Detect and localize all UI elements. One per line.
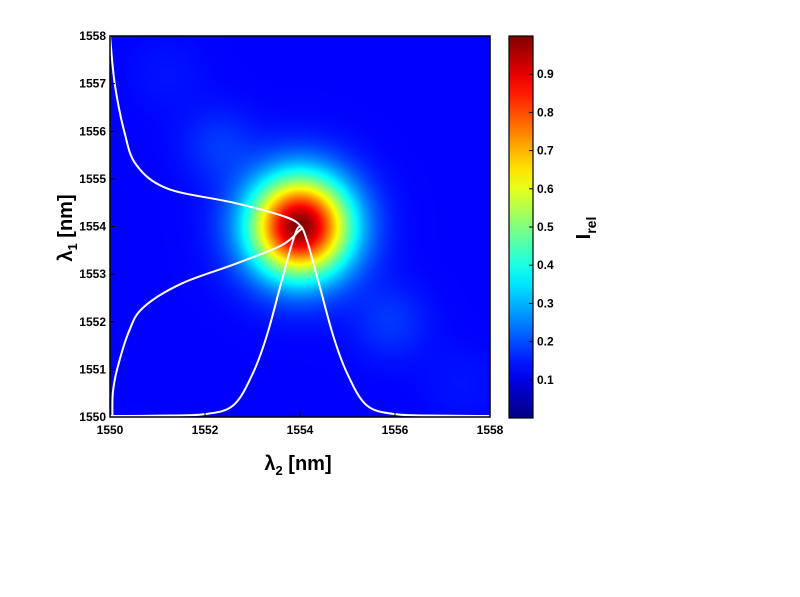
x-tick-label: 1552 <box>192 423 219 437</box>
colorbar-tick-label: 0.3 <box>537 296 554 310</box>
y-tick-label: 1551 <box>79 362 106 376</box>
y-tick-label: 1557 <box>79 77 106 91</box>
colorbar-ticks: 0.1 0.2 0.3 0.4 0.5 0.6 0.7 0.8 0.9 <box>529 67 554 387</box>
x-tick-label: 1558 <box>477 423 504 437</box>
colorbar-tick-label: 0.9 <box>537 67 554 81</box>
heatmap-plot-area: 1550 1552 1554 1556 1558 1550155115521553155… <box>79 29 503 437</box>
marginal-spectra <box>110 36 490 417</box>
x-axis-label: λ2 [nm] <box>264 453 331 478</box>
colorbar-tick-label: 0.8 <box>537 105 554 119</box>
y-tick-label: 1552 <box>79 315 106 329</box>
x-tick-label: 1556 <box>382 423 409 437</box>
y-tick-label: 1555 <box>79 172 106 186</box>
colorbar-tick-label: 0.1 <box>537 373 554 387</box>
y-tick-label: 1554 <box>79 220 106 234</box>
colorbar: 0.1 0.2 0.3 0.4 0.5 0.6 0.7 0.8 0.9 Irel <box>508 35 599 419</box>
y-tick-label: 1553 <box>79 267 106 281</box>
x-axis-ticks: 1550 1552 1554 1556 1558 <box>97 412 504 437</box>
y-tick-label: 1558 <box>79 29 106 43</box>
colorbar-tick-label: 0.6 <box>537 182 554 196</box>
y-tick-label: 1550 <box>79 410 106 424</box>
colorbar-label: Irel <box>573 217 599 240</box>
y-axis-label: λ1 [nm] <box>55 194 80 261</box>
x-tick-label: 1550 <box>97 423 124 437</box>
y-tick-label: 1556 <box>79 124 106 138</box>
colorbar-tick-label: 0.2 <box>537 335 554 349</box>
y-axis-ticks: 1550 1551 1552 1553 1554 1555 1556 1557 1558 <box>79 29 115 424</box>
colorbar-tick-label: 0.4 <box>537 258 554 272</box>
x-tick-label: 1554 <box>287 423 314 437</box>
colorbar-tick-label: 0.7 <box>537 144 554 158</box>
colorbar-tick-label: 0.5 <box>537 220 554 234</box>
marginal-left-curve <box>110 36 304 417</box>
